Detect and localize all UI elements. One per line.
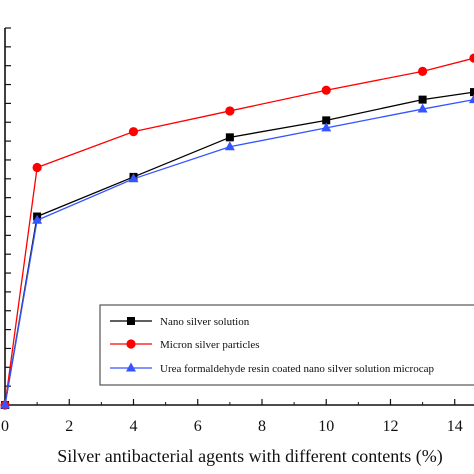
- x-axis-title: Silver antibacterial agents with differe…: [57, 446, 443, 467]
- data-point-circle: [128, 127, 139, 137]
- legend: Nano silver solution Micron silver partic…: [99, 304, 474, 386]
- axes: 0 2 4 6 8 10 12 14: [1, 27, 474, 435]
- data-point-triangle: [469, 94, 474, 104]
- data-point-square: [470, 88, 474, 97]
- x-tick-label: 6: [194, 418, 202, 435]
- legend-entry: Micron silver particles: [110, 339, 260, 351]
- legend-entry: Urea formaldehyde resin coated nano silv…: [110, 362, 434, 375]
- data-point-triangle: [0, 399, 10, 409]
- legend-marker-triangle: [126, 362, 136, 372]
- data-point-triangle: [417, 103, 428, 113]
- legend-marker-circle: [126, 339, 136, 349]
- series-3: [0, 94, 474, 409]
- data-point-circle: [225, 106, 235, 116]
- legend-label: Urea formaldehyde resin coated nano silv…: [160, 363, 434, 375]
- data-point-circle: [321, 85, 331, 95]
- series-layer: [0, 53, 474, 410]
- x-tick-label: 2: [65, 418, 73, 435]
- data-point-triangle: [32, 214, 43, 224]
- data-point-square: [225, 133, 234, 142]
- legend-marker-square: [127, 317, 135, 325]
- legend-entry: Nano silver solution: [110, 316, 250, 328]
- x-tick-label: 12: [382, 418, 398, 435]
- x-tick-label: 10: [318, 418, 334, 435]
- x-tick-label: 8: [258, 418, 266, 435]
- legend-label: Nano silver solution: [160, 316, 250, 328]
- data-point-circle: [469, 53, 474, 63]
- data-point-triangle: [321, 122, 332, 132]
- data-point-circle: [32, 162, 42, 173]
- x-tick-label: 14: [447, 418, 463, 435]
- data-point-circle: [418, 66, 428, 76]
- data-point-triangle: [224, 141, 235, 151]
- x-tick-label: 0: [1, 418, 9, 435]
- data-point-triangle: [128, 173, 139, 183]
- data-point-square: [322, 116, 331, 125]
- legend-label: Micron silver particles: [160, 339, 260, 351]
- legend-box: [99, 304, 474, 386]
- data-point-square: [418, 95, 427, 104]
- x-tick-label: 4: [129, 418, 137, 435]
